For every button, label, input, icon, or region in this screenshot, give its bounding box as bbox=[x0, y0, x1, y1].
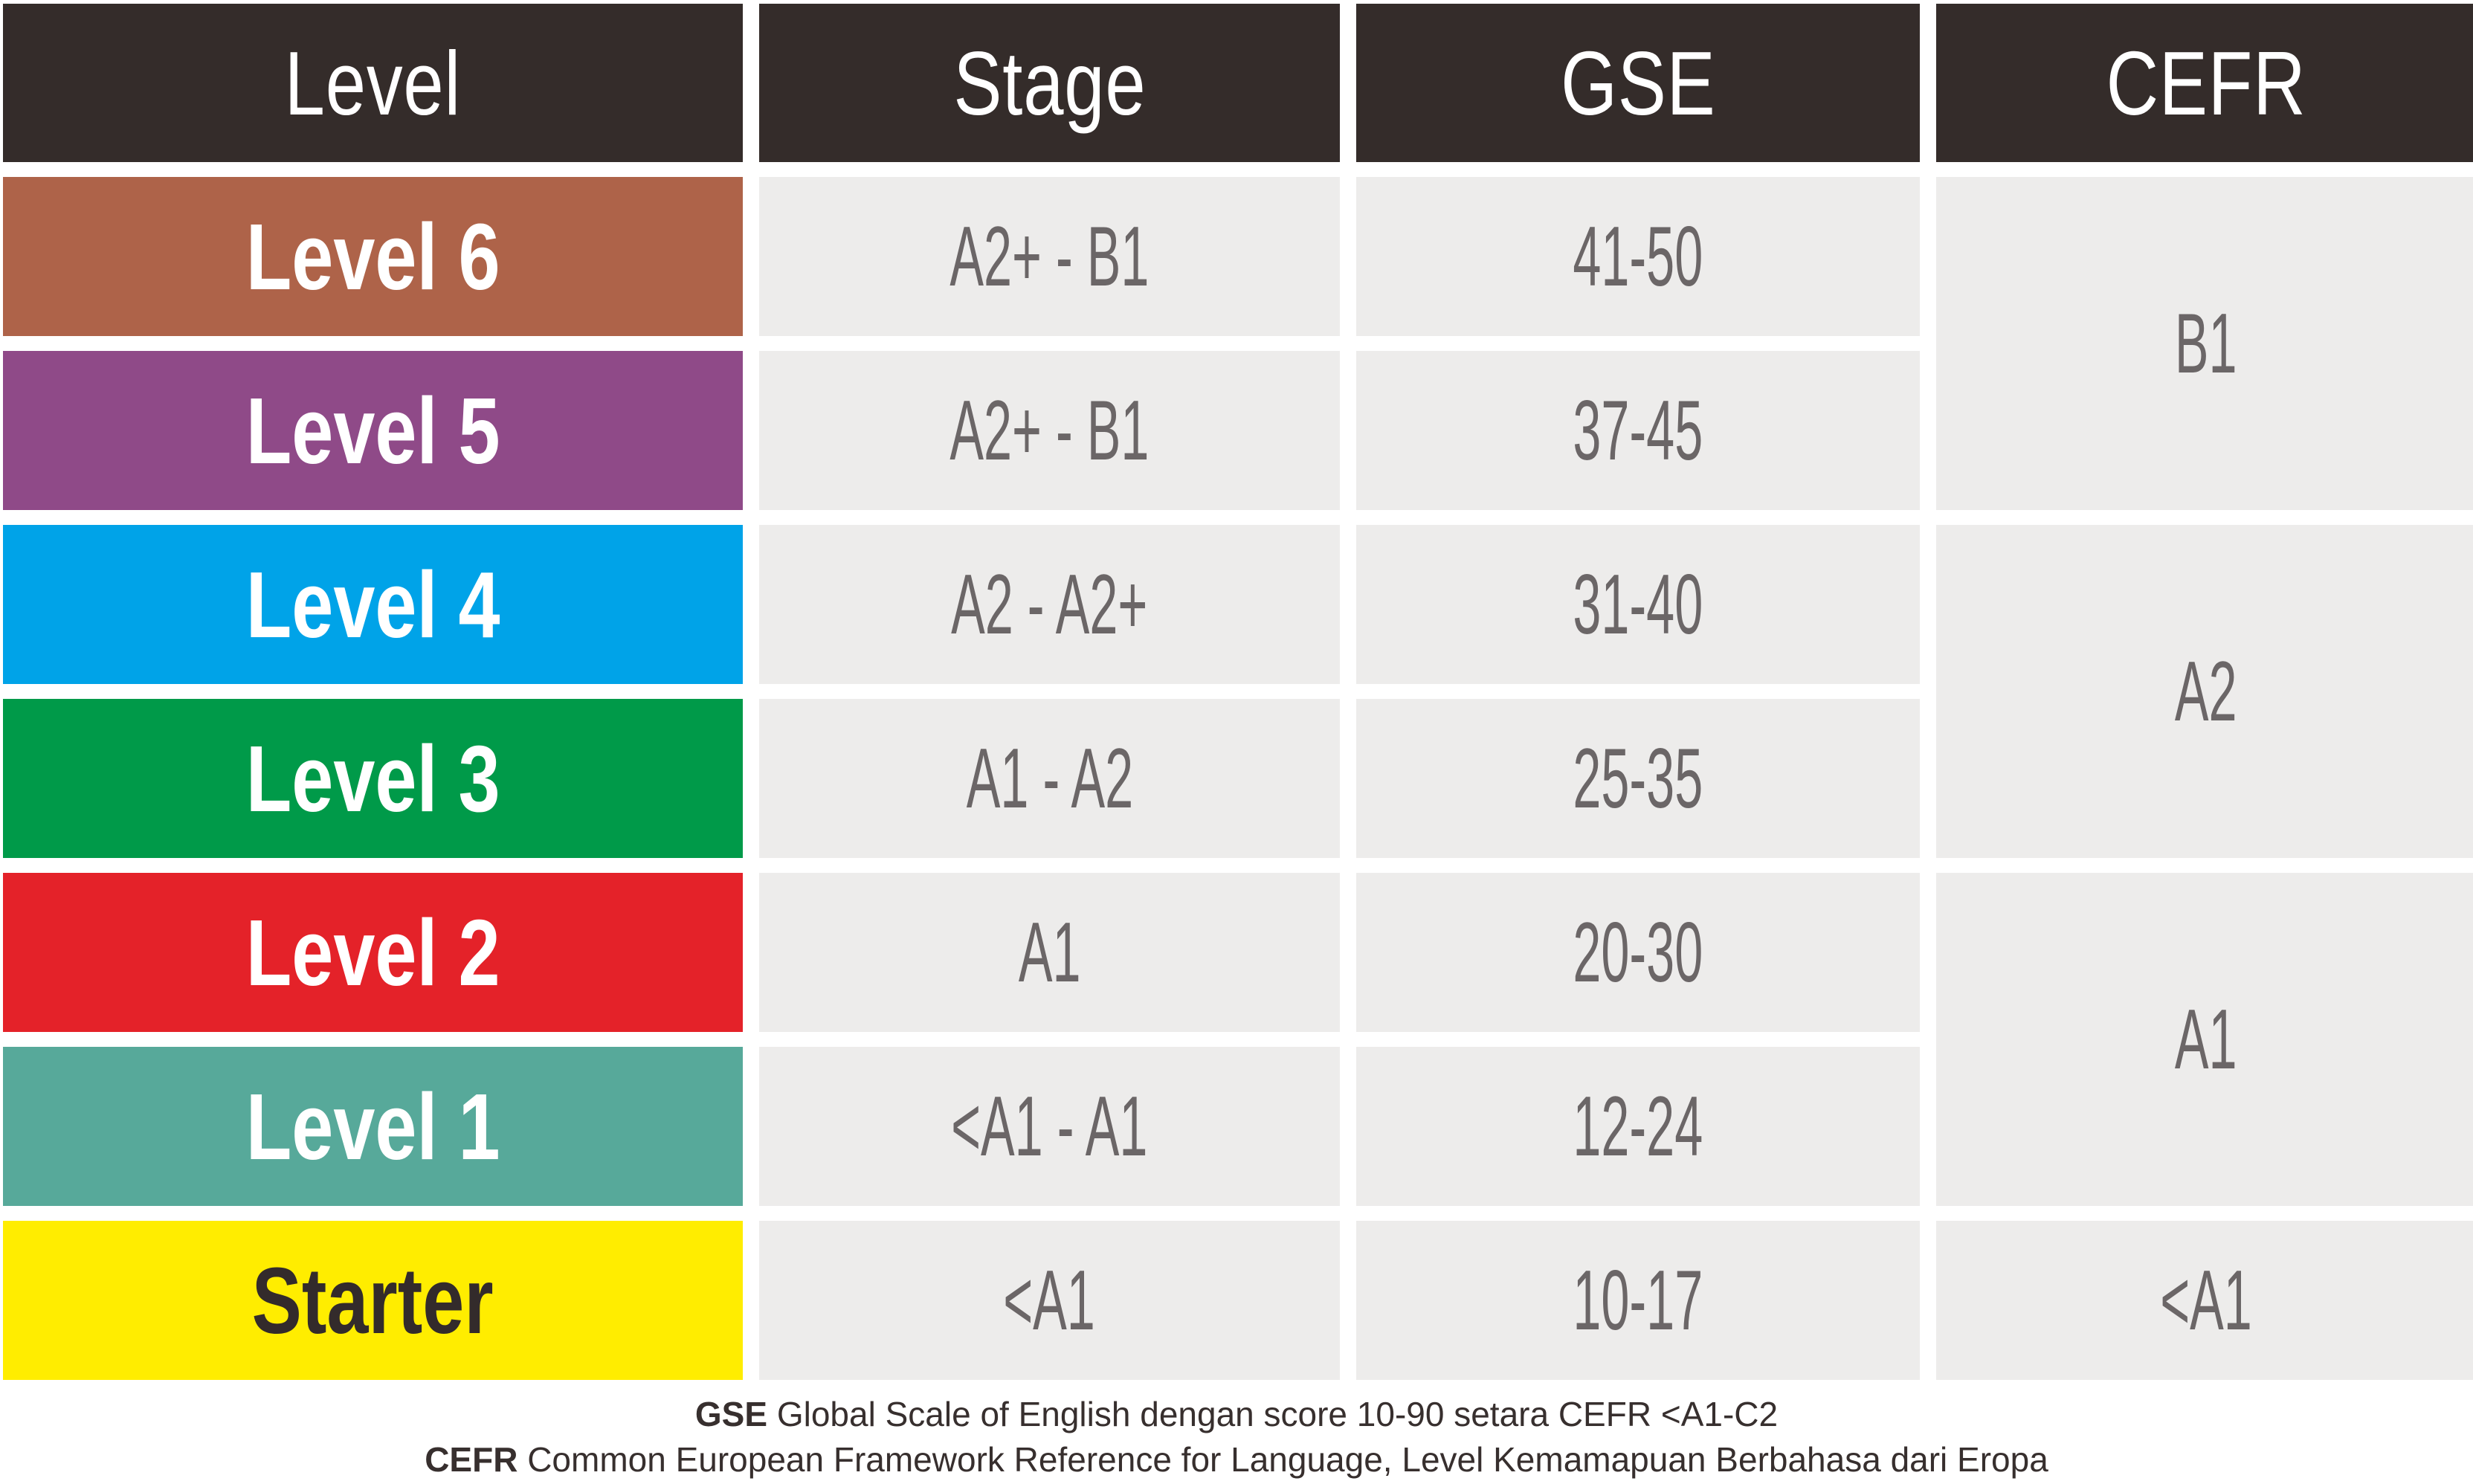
stage-cell-starter: <A1 bbox=[759, 1221, 1340, 1380]
footnote-cefr: CEFR Common European Framework Reference… bbox=[0, 1437, 2473, 1483]
stage-cell-level3: A1 - A2 bbox=[759, 699, 1340, 858]
cefr-merged-cell-a1: A1 bbox=[1936, 873, 2473, 1206]
col-header-level: Level bbox=[3, 4, 743, 162]
level-badge-level5: Level 5 bbox=[3, 351, 743, 510]
gse-cell-starter: 10-17 bbox=[1356, 1221, 1920, 1380]
gse-cell-level1: 12-24 bbox=[1356, 1047, 1920, 1206]
cefr-value: A2 bbox=[2175, 644, 2237, 739]
level-badge-level1: Level 1 bbox=[3, 1047, 743, 1206]
stage-value: A2+ - B1 bbox=[949, 209, 1150, 304]
stage-cell-level6: A2+ - B1 bbox=[759, 177, 1340, 336]
col-header-cefr-label: CEFR bbox=[2106, 32, 2306, 134]
col-header-stage: Stage bbox=[759, 4, 1340, 162]
stage-value: A2 - A2+ bbox=[951, 557, 1148, 652]
gse-cell-level6: 41-50 bbox=[1356, 177, 1920, 336]
footnote-gse-text: Global Scale of English dengan score 10-… bbox=[776, 1395, 1779, 1433]
level-badge-level3-label: Level 3 bbox=[245, 726, 500, 831]
footnote-gse: GSE Global Scale of English dengan score… bbox=[0, 1392, 2473, 1437]
gse-cell-level4: 31-40 bbox=[1356, 525, 1920, 684]
level-badge-level6: Level 6 bbox=[3, 177, 743, 336]
cefr-cell-below-a1: <A1 bbox=[1936, 1221, 2473, 1380]
level-badge-level4-label: Level 4 bbox=[245, 552, 500, 657]
stage-cell-level1: <A1 - A1 bbox=[759, 1047, 1340, 1206]
level-badge-level4: Level 4 bbox=[3, 525, 743, 684]
footnotes: GSE Global Scale of English dengan score… bbox=[0, 1392, 2473, 1482]
gse-value: 37-45 bbox=[1573, 383, 1703, 478]
stage-cell-level2: A1 bbox=[759, 873, 1340, 1032]
level-badge-level6-label: Level 6 bbox=[245, 204, 500, 309]
stage-value: <A1 - A1 bbox=[951, 1079, 1148, 1174]
level-badge-level2-label: Level 2 bbox=[245, 900, 500, 1005]
gse-cell-level2: 20-30 bbox=[1356, 873, 1920, 1032]
level-equivalence-table: Level Stage GSE CEFR Level 6 A2+ - B1 41… bbox=[3, 4, 2473, 1380]
stage-value: A2+ - B1 bbox=[949, 383, 1150, 478]
cefr-value: A1 bbox=[2175, 992, 2237, 1087]
stage-cell-level5: A2+ - B1 bbox=[759, 351, 1340, 510]
col-header-cefr: CEFR bbox=[1936, 4, 2473, 162]
col-header-level-label: Level bbox=[284, 32, 462, 134]
gse-value: 20-30 bbox=[1573, 905, 1703, 1000]
col-header-gse-label: GSE bbox=[1560, 32, 1716, 134]
gse-cell-level3: 25-35 bbox=[1356, 699, 1920, 858]
gse-value: 25-35 bbox=[1573, 731, 1703, 826]
cefr-merged-cell-b1: B1 bbox=[1936, 177, 2473, 510]
gse-value: 12-24 bbox=[1573, 1079, 1703, 1174]
gse-value: 41-50 bbox=[1573, 209, 1703, 304]
level-badge-starter-label: Starter bbox=[252, 1248, 494, 1353]
level-badge-level2: Level 2 bbox=[3, 873, 743, 1032]
stage-value: A1 - A2 bbox=[966, 731, 1133, 826]
gse-value: 10-17 bbox=[1573, 1253, 1703, 1348]
footnote-gse-term: GSE bbox=[694, 1395, 768, 1433]
level-badge-level5-label: Level 5 bbox=[245, 378, 500, 483]
level-badge-level3: Level 3 bbox=[3, 699, 743, 858]
col-header-gse: GSE bbox=[1356, 4, 1920, 162]
level-badge-starter: Starter bbox=[3, 1221, 743, 1380]
footnote-cefr-term: CEFR bbox=[425, 1439, 518, 1479]
cefr-value: <A1 bbox=[2160, 1253, 2252, 1348]
footnote-cefr-text: Common European Framework Reference for … bbox=[527, 1439, 2048, 1479]
gse-value: 31-40 bbox=[1573, 557, 1703, 652]
col-header-stage-label: Stage bbox=[952, 32, 1147, 134]
gse-cell-level5: 37-45 bbox=[1356, 351, 1920, 510]
cefr-merged-cell-a2: A2 bbox=[1936, 525, 2473, 858]
cefr-value: B1 bbox=[2175, 296, 2237, 391]
stage-value: <A1 bbox=[1003, 1253, 1096, 1348]
stage-cell-level4: A2 - A2+ bbox=[759, 525, 1340, 684]
stage-value: A1 bbox=[1018, 905, 1081, 1000]
level-badge-level1-label: Level 1 bbox=[245, 1074, 500, 1179]
